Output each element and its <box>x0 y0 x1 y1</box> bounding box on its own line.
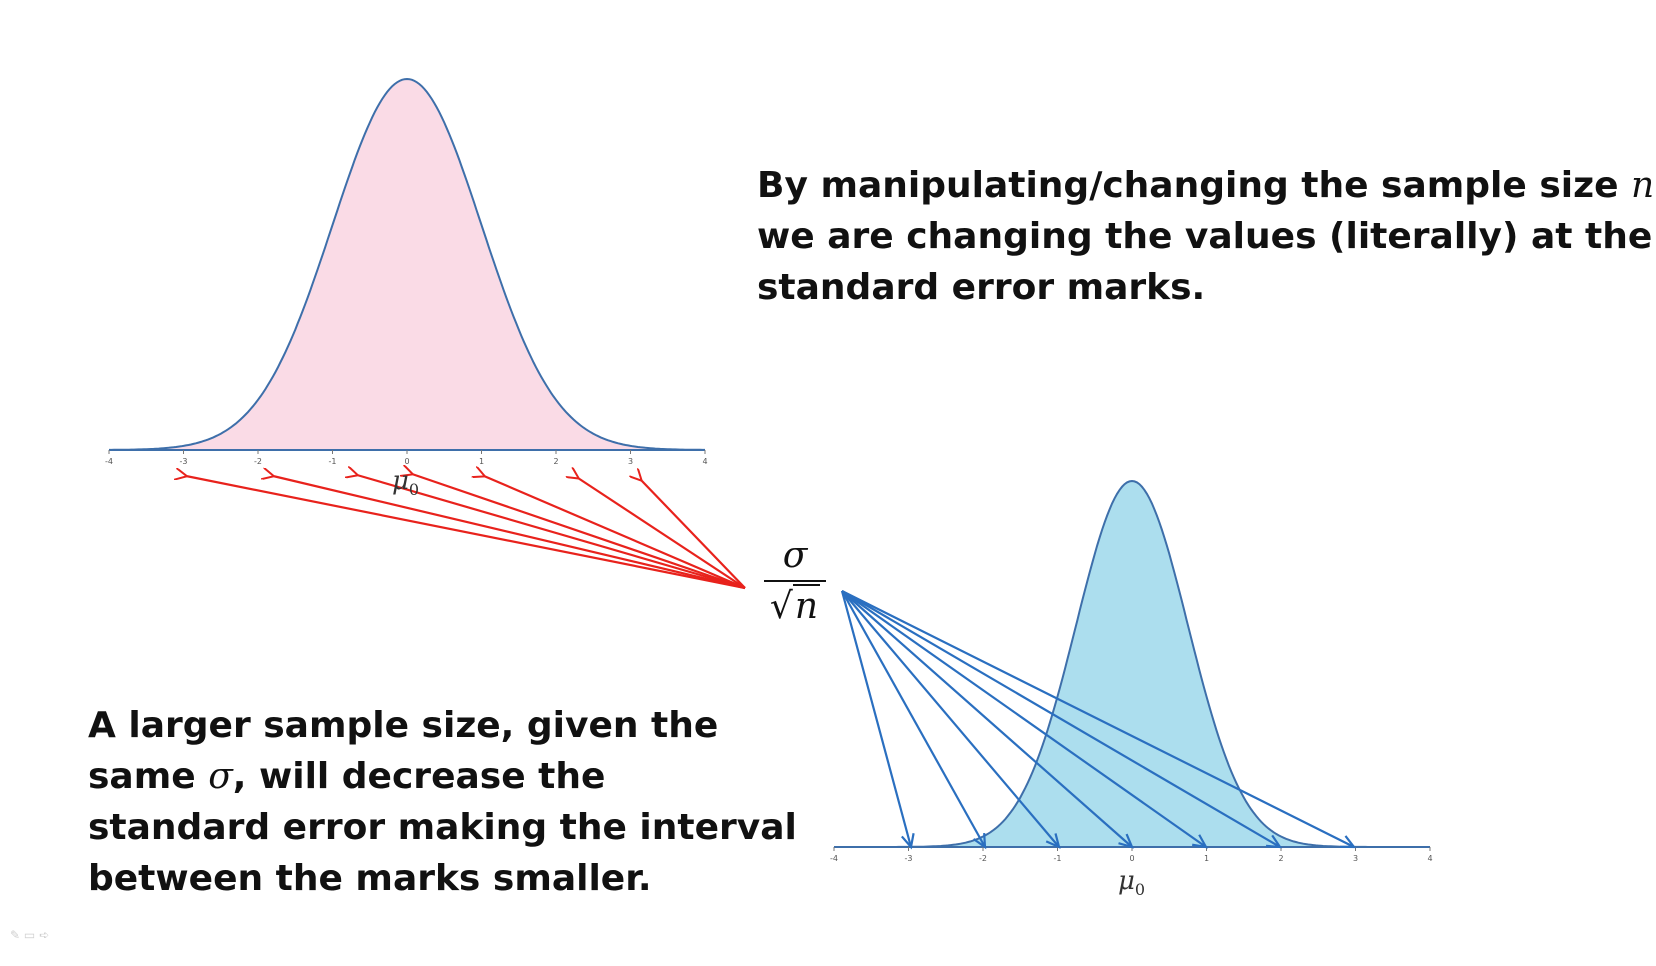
formula-radicand: n <box>792 584 821 627</box>
pen-icon[interactable]: ✎ <box>10 928 21 942</box>
blue-arrow <box>840 590 913 848</box>
axis-tick-label: -4 <box>105 457 113 466</box>
mu-label-bottom: μ0 <box>1118 866 1146 900</box>
arrow-icon[interactable]: ➪ <box>39 928 50 942</box>
axis-tick-label: -4 <box>830 854 838 863</box>
text-line: A larger sample size, given the <box>88 705 719 746</box>
text-line: standard error marks. <box>757 267 1206 308</box>
explanation-text-right: By manipulating/changing the sample size… <box>757 160 1656 313</box>
red-arrow <box>484 476 746 590</box>
axis-tick-label: 4 <box>1427 854 1432 863</box>
formula-denominator: √n <box>764 584 826 628</box>
text-line: standard error making the interval <box>88 807 797 848</box>
bottom-normal-distribution: -4 -3 -2 -1 0 1 2 3 4 <box>830 479 1433 863</box>
sigma-symbol: σ <box>208 756 233 797</box>
text-line: between the marks smaller. <box>88 858 652 899</box>
axis-tick-label: 1 <box>1204 854 1209 863</box>
blue-arrow <box>841 590 1060 848</box>
axis-tick-label: 3 <box>1353 854 1358 863</box>
axis-tick-label: -1 <box>1054 854 1062 863</box>
blue-arrow <box>841 590 986 848</box>
axis-tick-label: 1 <box>479 457 484 466</box>
blue-arrows-to-bottom-marks <box>840 590 1357 850</box>
arrowhead-icon <box>1192 834 1209 849</box>
red-arrow <box>273 476 746 590</box>
n-symbol: n <box>1631 165 1655 206</box>
red-arrow <box>357 475 746 590</box>
distribution-fill <box>109 79 705 450</box>
arrowhead-icon <box>1265 834 1283 849</box>
slide-controls[interactable]: ✎ ▭ ➪ <box>10 928 49 942</box>
square-root-icon: √ <box>769 586 793 627</box>
red-arrow <box>412 474 746 590</box>
fraction-bar <box>764 580 826 582</box>
axis-tick-label: 2 <box>553 457 558 466</box>
axis-tick-label: 4 <box>702 457 707 466</box>
axis-tick-label: 0 <box>404 457 409 466</box>
red-arrow <box>578 478 746 589</box>
distribution-fill <box>834 481 1430 847</box>
axis-tick-label: -2 <box>979 854 987 863</box>
top-normal-distribution: -4 -3 -2 -1 0 1 2 3 4 <box>105 77 708 466</box>
arrowhead-icon <box>972 832 987 850</box>
mu-label-top: μ0 <box>392 466 420 500</box>
distribution-curve <box>109 77 705 451</box>
arrowhead-icon <box>1118 833 1134 849</box>
axis-tick-label: -2 <box>254 457 262 466</box>
standard-error-formula: σ √n <box>764 536 826 628</box>
explanation-text-left: A larger sample size, given the same σ, … <box>88 700 797 904</box>
arrowhead-icon <box>1339 835 1357 849</box>
axis-tick-label: 3 <box>628 457 633 466</box>
text-line: we are changing the values (literally) a… <box>757 216 1653 257</box>
red-arrow <box>641 480 746 589</box>
blue-arrow <box>841 590 1133 848</box>
red-arrows-to-top-marks <box>186 474 746 590</box>
arrowhead-icon <box>901 833 915 850</box>
axis-tick-label: 2 <box>1278 854 1283 863</box>
text-line: By manipulating/changing the sample size… <box>757 165 1656 206</box>
formula-numerator: σ <box>782 535 808 576</box>
axis-tick-label: -1 <box>329 457 337 466</box>
blue-arrow <box>841 590 1207 848</box>
blue-arrow <box>841 590 1355 848</box>
axis-tick-label: 0 <box>1129 854 1134 863</box>
slides-icon[interactable]: ▭ <box>23 928 36 942</box>
axis-tick-label: -3 <box>905 854 913 863</box>
arrowhead-icon <box>1045 833 1061 849</box>
blue-arrow <box>841 590 1281 848</box>
red-arrow <box>186 476 746 590</box>
text-line: same σ, will decrease the <box>88 756 606 797</box>
axis-tick-label: -3 <box>180 457 188 466</box>
